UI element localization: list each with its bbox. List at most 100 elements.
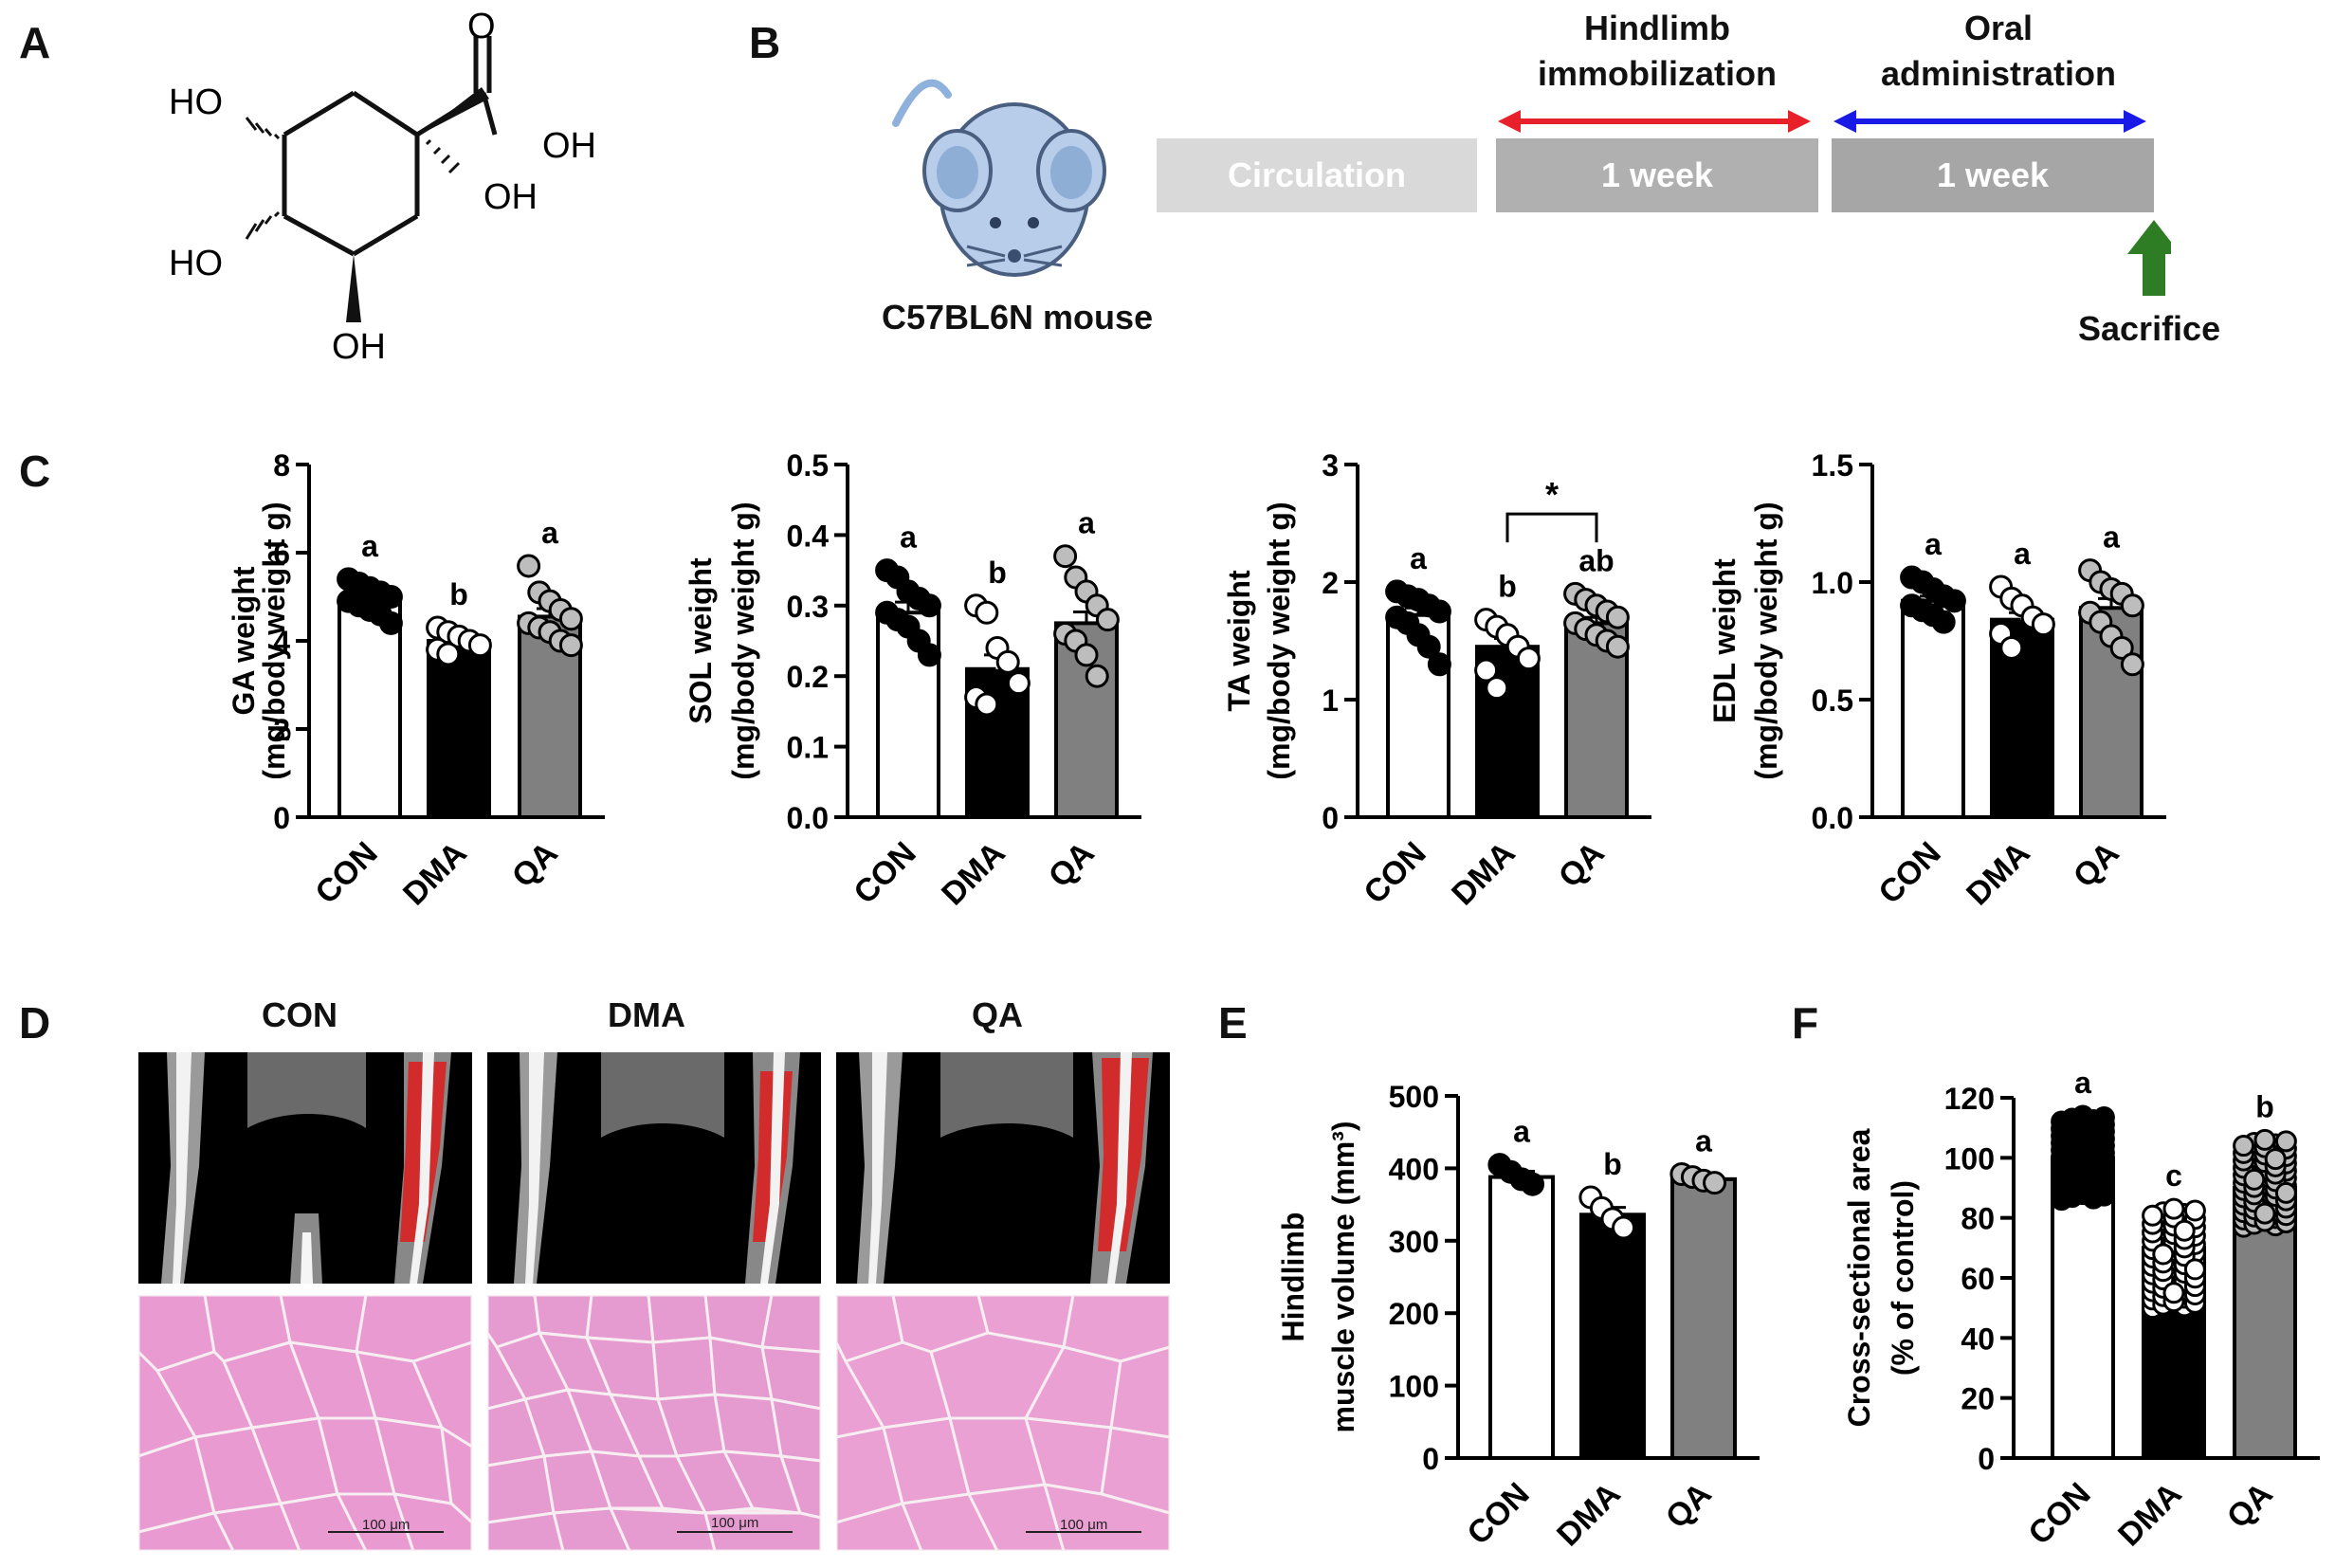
atom-oh-c1: OH	[483, 177, 538, 217]
significance-label: a	[1078, 506, 1095, 540]
data-point	[1427, 599, 1451, 624]
mouse-strain-label: C57BL6N mouse	[882, 298, 1154, 337]
y-axis-label: GA weight	[227, 566, 261, 715]
data-point	[1612, 1215, 1636, 1240]
data-point	[517, 554, 541, 578]
data-point	[1053, 544, 1078, 569]
atom-ho-mid: HO	[169, 244, 223, 283]
y-axis-label: TA weight	[1222, 570, 1256, 712]
group-header-dma: DMA	[608, 995, 685, 1034]
data-point	[2233, 1135, 2255, 1158]
atom-o: O	[467, 7, 496, 46]
significance-label: a	[1695, 1124, 1712, 1158]
y-axis-label: (mg/body weight g)	[1749, 501, 1783, 779]
data-point	[1485, 676, 1509, 701]
x-tick-label: QA	[2220, 1476, 2280, 1536]
significance-label: a	[541, 516, 558, 550]
y-tick-label: 2	[1322, 566, 1339, 600]
data-point	[1006, 671, 1031, 696]
y-tick-label: 2	[273, 713, 290, 747]
y-tick-label: 0	[273, 801, 290, 835]
data-point	[378, 585, 403, 609]
significance-label: b	[1603, 1147, 1622, 1181]
significance-label: c	[2165, 1158, 2182, 1193]
y-tick-label: 8	[273, 448, 290, 483]
y-tick-label: 120	[1944, 1082, 1995, 1116]
bar	[1670, 1176, 1737, 1460]
data-point	[995, 649, 1020, 674]
y-tick-label: 200	[1389, 1297, 1439, 1331]
immobilization-arrow	[1498, 110, 1811, 133]
y-tick-label: 0.4	[787, 519, 830, 553]
y-tick-label: 300	[1389, 1225, 1439, 1259]
y-tick-label: 500	[1389, 1080, 1439, 1114]
panel-label-d: D	[19, 998, 51, 1048]
y-tick-label: 4	[273, 625, 290, 659]
data-point	[975, 600, 999, 625]
significance-label: b	[988, 556, 1007, 590]
timeline-box-administration: 1 week	[1832, 138, 2154, 212]
data-point	[2274, 1181, 2297, 1204]
data-point	[2092, 1106, 2115, 1129]
y-tick-label: 40	[1961, 1322, 1995, 1356]
atom-ho-top: HO	[169, 82, 223, 122]
histology-image-qa	[836, 1295, 1170, 1551]
data-point	[1474, 658, 1499, 683]
group-header-qa: QA	[972, 995, 1023, 1034]
panel-label-a: A	[19, 18, 51, 67]
data-point	[1085, 664, 1109, 688]
data-point	[2183, 1258, 2206, 1281]
y-tick-label: 0.2	[787, 660, 829, 694]
oral-title-line2: administration	[1880, 54, 2117, 93]
y-tick-label: 1	[1322, 684, 1339, 718]
oral-title-line1: Oral	[1963, 9, 2034, 47]
data-point	[2243, 1168, 2266, 1191]
y-tick-label: 6	[273, 537, 290, 571]
bar	[1901, 598, 1965, 820]
data-point	[2253, 1128, 2276, 1151]
data-point	[2183, 1199, 2206, 1222]
data-point	[2071, 1104, 2094, 1127]
y-tick-label: 0	[1322, 801, 1339, 835]
atom-oh-acid: OH	[542, 126, 596, 166]
hindlimb-title-line2: immobilization	[1538, 54, 1777, 93]
data-point	[2109, 635, 2134, 660]
y-axis-label: (mg/body weight g)	[257, 501, 291, 779]
y-axis-label: (mg/body weight g)	[726, 501, 760, 779]
histology-image-con	[138, 1295, 472, 1551]
data-point	[975, 692, 999, 717]
data-point	[1605, 634, 1630, 659]
data-point	[1942, 589, 1966, 613]
data-point	[2152, 1243, 2175, 1266]
y-tick-label: 20	[1961, 1382, 1995, 1416]
histology-image-dma	[487, 1295, 821, 1551]
significance-label: a	[1410, 541, 1427, 575]
x-tick-label: DMA	[2111, 1476, 2189, 1554]
scale-bar-label-dma: 100 μm	[711, 1515, 759, 1531]
data-point	[1095, 608, 1120, 632]
y-tick-label: 60	[1961, 1262, 1995, 1296]
data-point	[1521, 1172, 1545, 1196]
panel-label-e: E	[1218, 998, 1248, 1048]
y-tick-label: 0	[1422, 1442, 1439, 1476]
y-tick-label: 100	[1389, 1370, 1439, 1404]
bar	[1475, 645, 1540, 820]
data-point	[2071, 1176, 2094, 1198]
data-point	[558, 607, 583, 631]
timeline-box-circulation: Circulation	[1157, 138, 1477, 212]
mouse-icon	[892, 79, 1106, 277]
data-point	[2142, 1204, 2164, 1227]
significance-label: b	[449, 577, 468, 611]
significance-label: a	[1513, 1115, 1530, 1149]
panel-label-c: C	[19, 447, 51, 496]
data-point	[2092, 1156, 2115, 1178]
data-point	[558, 633, 583, 658]
significance-star: *	[1545, 475, 1559, 514]
data-point	[2264, 1148, 2287, 1171]
data-point	[1074, 643, 1099, 667]
y-tick-label: 400	[1389, 1152, 1439, 1186]
